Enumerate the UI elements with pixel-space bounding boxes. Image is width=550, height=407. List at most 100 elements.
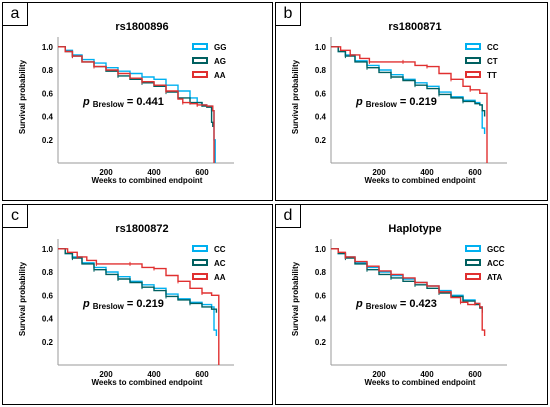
p-symbol: p — [355, 298, 366, 310]
panel-label-a: a — [2, 2, 28, 26]
panel-label-c: c — [2, 204, 28, 228]
series-line-ag — [58, 46, 214, 127]
panel-a: rs1800896 0.2 0.4 0.6 0.8 1.0 200 400 600 Weeks t… — [2, 2, 273, 201]
x-axis-label: Weeks to combined endpoint — [365, 378, 476, 387]
y-tick-label: 0.2 — [42, 338, 54, 347]
x-tick-label: 200 — [372, 168, 386, 177]
chart-title: rs1800871 — [388, 21, 441, 33]
y-tick-label: 0.8 — [42, 66, 54, 75]
y-axis-label: Survival probability — [291, 261, 300, 336]
y-tick-label: 0.2 — [42, 136, 54, 145]
legend-label-gcc: GCC — [487, 245, 505, 254]
legend-swatch-ct — [465, 57, 481, 64]
chart-title: Haplotype — [388, 223, 441, 235]
legend-swatch-cc — [192, 245, 208, 252]
panel-d: Haplotype 0.2 0.4 0.6 0.8 1.0 200 400 600 Weeks t… — [275, 204, 548, 405]
y-tick-label: 0.6 — [315, 89, 327, 98]
y-tick-label: 0.6 — [315, 291, 327, 300]
p-value-annotation: p Breslow = 0.219 — [82, 298, 164, 311]
series-line-ata — [331, 248, 486, 336]
x-tick-label: 400 — [147, 370, 161, 379]
legend-swatch-gg — [192, 43, 208, 50]
x-axis-label: Weeks to combined endpoint — [365, 176, 476, 185]
x-axis-label: Weeks to combined endpoint — [92, 176, 203, 185]
y-tick-label: 0.2 — [315, 338, 327, 347]
legend-label-ag: AG — [214, 57, 226, 66]
y-axis-label: Survival probability — [18, 261, 27, 336]
series-line-ac — [58, 248, 218, 313]
legend-swatch-cc — [465, 43, 481, 50]
p-value-annotation: p Breslow = 0.219 — [355, 96, 437, 109]
p-value-text: = 0.441 — [127, 96, 164, 108]
legend-swatch-gcc — [465, 245, 481, 252]
legend-label-cc: CC — [214, 245, 226, 254]
p-subscript: Breslow — [366, 302, 398, 311]
p-value-text: = 0.219 — [127, 298, 164, 310]
series-line-cc — [331, 46, 486, 134]
p-symbol: p — [82, 96, 93, 108]
y-tick-label: 0.4 — [42, 315, 54, 324]
y-tick-label: 0.6 — [42, 291, 54, 300]
x-axis-label: Weeks to combined endpoint — [92, 378, 203, 387]
chart-title: rs1800896 — [115, 21, 168, 33]
x-tick-label: 600 — [468, 370, 482, 379]
legend-swatch-aa — [192, 273, 208, 280]
p-subscript: Breslow — [93, 100, 125, 109]
y-axis-label: Survival probability — [291, 59, 300, 134]
legend-label-cc: CC — [487, 43, 499, 52]
legend-label-ata: ATA — [487, 273, 502, 282]
p-value-text: = 0.219 — [400, 96, 437, 108]
y-tick-label: 0.8 — [315, 268, 327, 277]
p-value-annotation: p Breslow = 0.441 — [82, 96, 164, 109]
legend-label-gg: GG — [214, 43, 226, 52]
legend-label-ct: CT — [487, 57, 498, 66]
y-tick-label: 1.0 — [315, 245, 327, 254]
p-value-text: = 0.423 — [400, 298, 437, 310]
x-tick-label: 400 — [420, 168, 434, 177]
p-subscript: Breslow — [366, 100, 398, 109]
x-tick-label: 200 — [99, 370, 113, 379]
x-tick-label: 200 — [99, 168, 113, 177]
legend-label-ac: AC — [214, 259, 226, 268]
series-line-aa — [58, 46, 215, 163]
p-value-annotation: p Breslow = 0.423 — [355, 298, 437, 311]
p-symbol: p — [355, 96, 366, 108]
y-tick-label: 0.2 — [315, 136, 327, 145]
chart-title: rs1800872 — [115, 223, 168, 235]
x-tick-label: 600 — [195, 370, 209, 379]
legend-label-tt: TT — [487, 71, 497, 80]
legend-swatch-ag — [192, 57, 208, 64]
panel-b: rs1800871 0.2 0.4 0.6 0.8 1.0 200 400 600 Weeks t… — [275, 2, 548, 201]
panel-c: rs1800872 0.2 0.4 0.6 0.8 1.0 200 400 600 Weeks t… — [2, 204, 273, 405]
legend-label-aa: AA — [214, 71, 226, 80]
y-tick-label: 0.6 — [42, 89, 54, 98]
y-tick-label: 0.4 — [42, 113, 54, 122]
p-subscript: Breslow — [93, 302, 125, 311]
legend-label-acc: ACC — [487, 259, 505, 268]
x-tick-label: 600 — [468, 168, 482, 177]
y-tick-label: 0.8 — [42, 268, 54, 277]
x-tick-label: 400 — [147, 168, 161, 177]
legend-swatch-acc — [465, 259, 481, 266]
y-tick-label: 0.4 — [315, 113, 327, 122]
legend-swatch-tt — [465, 71, 481, 78]
x-tick-label: 400 — [420, 370, 434, 379]
panel-label-b: b — [275, 2, 301, 26]
x-tick-label: 600 — [195, 168, 209, 177]
y-tick-label: 0.4 — [315, 315, 327, 324]
y-axis-label: Survival probability — [18, 59, 27, 134]
panel-label-d: d — [275, 204, 301, 228]
y-tick-label: 1.0 — [315, 43, 327, 52]
x-tick-label: 200 — [372, 370, 386, 379]
legend-label-aa: AA — [214, 273, 226, 282]
y-tick-label: 0.8 — [315, 66, 327, 75]
legend-swatch-ata — [465, 273, 481, 280]
y-tick-label: 1.0 — [42, 245, 54, 254]
legend-swatch-aa — [192, 71, 208, 78]
legend-swatch-ac — [192, 259, 208, 266]
p-symbol: p — [82, 298, 93, 310]
